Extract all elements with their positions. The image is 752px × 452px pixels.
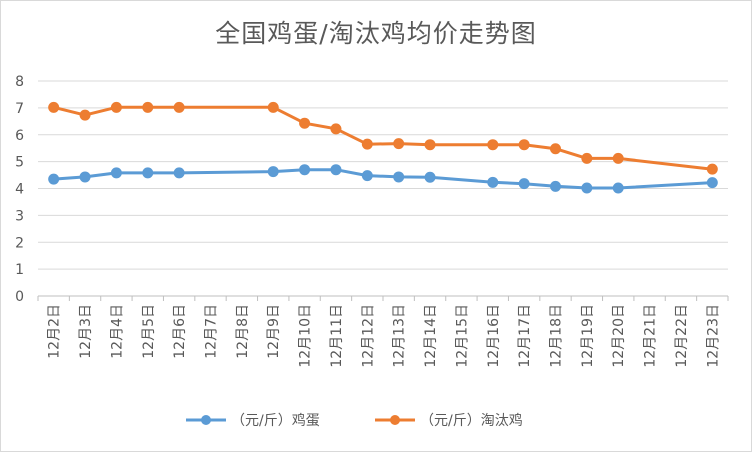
x-tick-label: 12月15日 [454, 304, 470, 368]
data-point [612, 152, 624, 164]
x-tick-label: 12月4日 [109, 304, 125, 359]
data-point [424, 139, 436, 151]
legend-marker [390, 415, 400, 425]
data-point [612, 182, 624, 194]
data-point [142, 167, 154, 179]
x-tick-label: 12月18日 [549, 304, 565, 368]
data-point [110, 167, 122, 179]
x-tick-label: 12月2日 [47, 304, 63, 359]
data-point [142, 101, 154, 113]
x-tick-label: 12月10日 [298, 304, 314, 368]
x-tick-label: 12月3日 [78, 304, 94, 359]
x-tick-label: 12月14日 [423, 304, 439, 368]
data-point [393, 138, 405, 150]
x-tick-label: 12月22日 [674, 304, 690, 368]
data-point [706, 163, 718, 175]
x-tick-label: 12月13日 [392, 304, 408, 368]
data-point [361, 138, 373, 150]
x-tick-label: 12月23日 [705, 304, 721, 368]
data-point [79, 171, 91, 183]
chart-title: 全国鸡蛋/淘汰鸡均价走势图 [215, 19, 537, 48]
data-point [424, 171, 436, 183]
data-point [361, 170, 373, 182]
y-tick-label: 1 [15, 262, 24, 278]
data-point [267, 101, 279, 113]
y-tick-label: 7 [15, 101, 24, 117]
y-tick-label: 6 [15, 128, 24, 144]
data-point [487, 139, 499, 151]
data-point [581, 182, 593, 194]
data-point [267, 166, 279, 178]
x-tick-label: 12月7日 [204, 304, 220, 359]
x-tick-label: 12月20日 [611, 304, 627, 368]
x-tick-label: 12月21日 [643, 304, 659, 368]
legend-label: （元/斤）淘汰鸡 [420, 412, 523, 429]
data-point [110, 101, 122, 113]
data-point [706, 177, 718, 189]
y-tick-label: 8 [15, 74, 24, 90]
data-point [48, 101, 60, 113]
data-point [581, 152, 593, 164]
data-point [550, 143, 561, 155]
data-point [393, 171, 405, 183]
x-tick-label: 12月12日 [360, 304, 376, 368]
x-tick-label: 12月19日 [580, 304, 596, 368]
data-point [550, 180, 561, 192]
y-tick-label: 4 [15, 182, 24, 198]
y-tick-label: 5 [15, 155, 24, 171]
legend-marker [201, 415, 211, 425]
x-tick-label: 12月8日 [235, 304, 251, 359]
x-tick-label: 12月17日 [517, 304, 533, 368]
legend-label: （元/斤）鸡蛋 [231, 412, 320, 429]
data-point [79, 109, 91, 121]
x-tick-label: 12月5日 [141, 304, 157, 359]
data-point [299, 164, 311, 176]
data-point [173, 167, 185, 179]
y-tick-label: 0 [15, 289, 24, 305]
data-point [487, 176, 499, 188]
y-tick-label: 3 [15, 208, 24, 224]
y-tick-label: 2 [15, 235, 24, 251]
data-point [299, 117, 311, 129]
x-tick-label: 12月11日 [329, 304, 345, 368]
data-point [48, 173, 60, 185]
series [48, 101, 718, 194]
x-tick-label: 12月6日 [172, 304, 188, 359]
legend: （元/斤）鸡蛋 （元/斤）淘汰鸡 [186, 412, 523, 429]
data-point [330, 123, 342, 135]
axes: 0 1 2 3 4 5 6 7 8 12月2日 12月3日 12月4日 12月5日 12月6日 12月7日 1… [15, 74, 729, 368]
x-tick-label: 12月16日 [486, 304, 502, 368]
x-tick-label: 12月9日 [266, 304, 282, 359]
data-point [173, 101, 185, 113]
data-point [518, 178, 530, 190]
data-point [330, 164, 342, 176]
data-point [518, 139, 530, 151]
